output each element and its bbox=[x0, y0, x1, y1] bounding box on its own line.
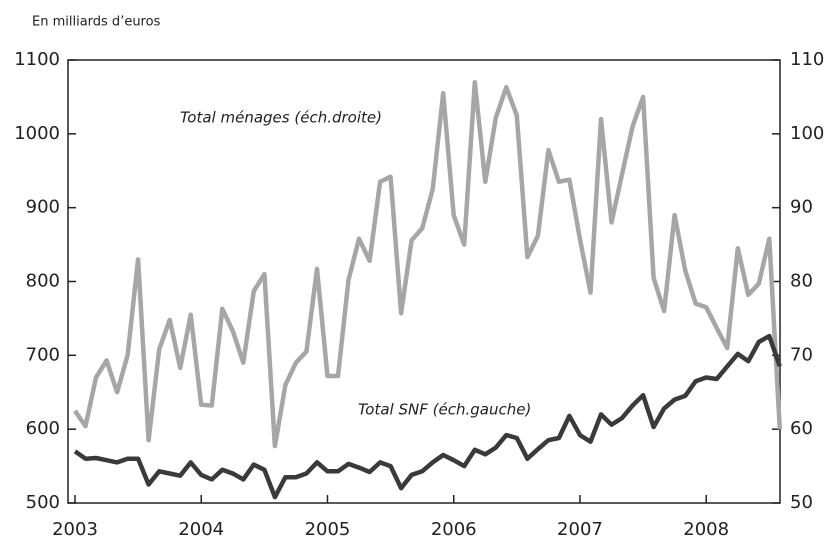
chart-subtitle: En milliards d’euros bbox=[32, 15, 161, 30]
y2-tick-label: 90 bbox=[790, 197, 813, 218]
y-tick-label: 900 bbox=[26, 197, 60, 218]
x-tick-label: 2003 bbox=[52, 519, 98, 540]
y2-tick-label: 110 bbox=[790, 49, 824, 70]
y-tick-label: 1000 bbox=[14, 123, 60, 144]
y2-tick-label: 70 bbox=[790, 344, 813, 365]
y2-tick-label: 100 bbox=[790, 123, 824, 144]
y2-tick-label: 80 bbox=[790, 271, 813, 292]
x-tick-label: 2004 bbox=[178, 519, 224, 540]
y2-tick-label: 50 bbox=[790, 492, 813, 513]
y-tick-label: 1100 bbox=[14, 49, 60, 70]
y-tick-label: 600 bbox=[26, 418, 60, 439]
series-line bbox=[73, 79, 783, 449]
y-tick-label: 800 bbox=[26, 271, 60, 292]
series-annotation: Total ménages (éch.droite) bbox=[180, 109, 382, 127]
x-tick-label: 2008 bbox=[683, 519, 729, 540]
series-annotation: Total SNF (éch.gauche) bbox=[358, 401, 531, 419]
y2-tick-label: 60 bbox=[790, 418, 813, 439]
x-tick-label: 2007 bbox=[557, 519, 603, 540]
x-tick-label: 2005 bbox=[305, 519, 351, 540]
series-line bbox=[73, 333, 782, 500]
x-tick-label: 2006 bbox=[431, 519, 477, 540]
y-tick-label: 700 bbox=[26, 344, 60, 365]
y-tick-label: 500 bbox=[26, 492, 60, 513]
plot-frame bbox=[67, 59, 781, 504]
